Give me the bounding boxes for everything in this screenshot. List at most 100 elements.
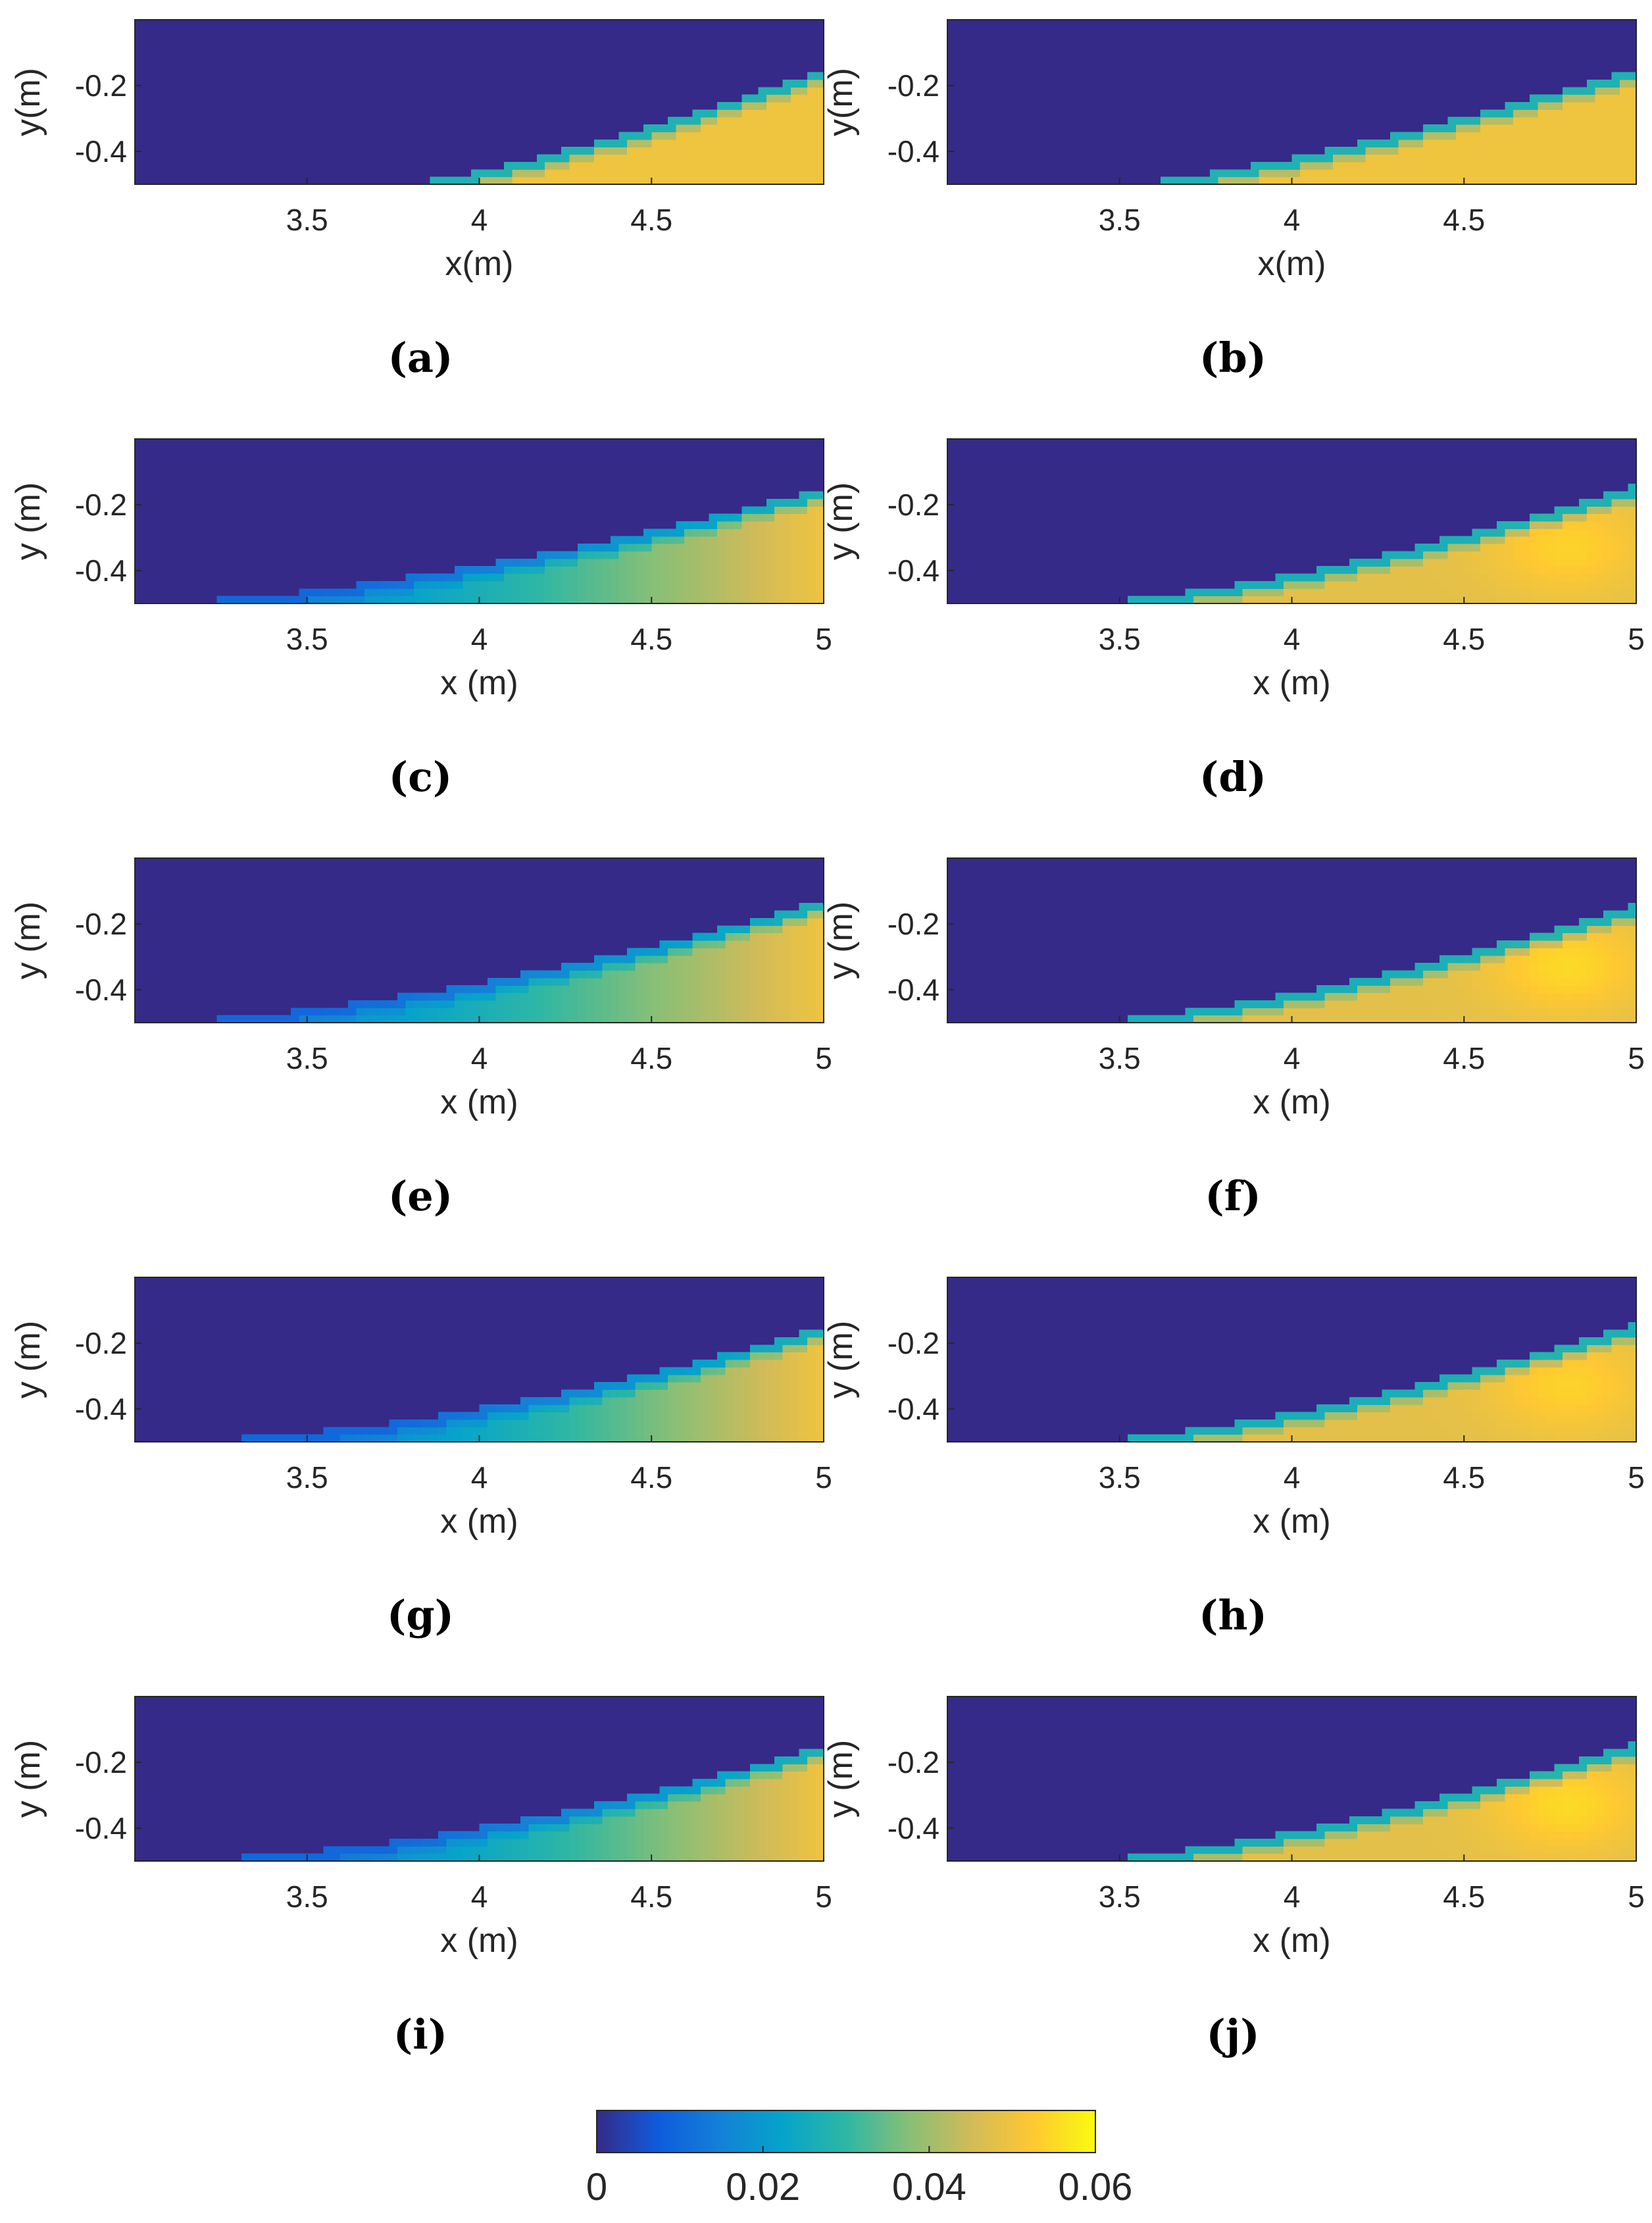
heatmap-cell (782, 977, 791, 986)
heatmap-cell (791, 910, 800, 919)
heatmap-cell (1545, 588, 1555, 597)
heatmap-cell (758, 1808, 767, 1817)
heatmap-cell (569, 1434, 578, 1443)
heatmap-cell (659, 1816, 668, 1824)
heatmap-cell (520, 1008, 529, 1016)
heatmap-cell (536, 1846, 545, 1854)
heatmap-cell (1472, 580, 1481, 589)
heatmap-cell (610, 176, 619, 185)
heatmap-cell (692, 116, 701, 125)
heatmap-cell (1611, 116, 1620, 125)
heatmap-cell (1587, 1344, 1596, 1353)
heatmap-cell (676, 955, 685, 963)
heatmap-cell (1390, 132, 1399, 140)
heatmap-cell (815, 1816, 824, 1824)
heatmap-cell (266, 1853, 275, 1862)
heatmap-cell (1595, 1793, 1604, 1802)
heatmap-cell (1562, 940, 1571, 948)
heatmap-cell (405, 1427, 414, 1435)
heatmap-cell (692, 1831, 701, 1839)
heatmap-cell (455, 1853, 464, 1862)
heatmap-cell (487, 1434, 497, 1443)
heatmap-cell (1570, 588, 1580, 597)
heatmap-cell (807, 1396, 816, 1405)
heatmap-cell (1538, 940, 1547, 948)
heatmap-cell (1439, 1389, 1448, 1398)
panel-j: 3.5 4 4.5 5-0.2-0.4x (m)y (m)(j) (822, 1696, 1645, 2058)
heatmap-cell (1365, 161, 1374, 170)
heatmap-cell (1562, 1434, 1571, 1443)
heatmap-cell (1587, 551, 1596, 559)
heatmap-cell (1587, 124, 1596, 133)
heatmap-cell (1603, 544, 1613, 552)
heatmap-cell (348, 1427, 357, 1435)
heatmap-cell (782, 1831, 791, 1839)
heatmap-cell (233, 596, 242, 604)
heatmap-cell (774, 977, 784, 986)
heatmap-cell (774, 1427, 784, 1435)
heatmap-cell (651, 154, 661, 163)
heatmap-cell (692, 933, 701, 941)
heatmap-cell (1488, 573, 1497, 582)
heatmap-cell (1513, 528, 1522, 537)
heatmap-cell (1431, 139, 1440, 147)
heatmap-cell (741, 588, 751, 597)
heatmap-cell (1603, 1389, 1613, 1398)
heatmap-cell (413, 580, 422, 589)
heatmap-cell (1357, 169, 1366, 178)
heatmap-cell (1455, 176, 1464, 185)
heatmap-cell (725, 1779, 734, 1787)
heatmap-cell (741, 513, 751, 522)
heatmap-cell (479, 1846, 488, 1854)
heatmap-cell (733, 1008, 742, 1016)
heatmap-cell (1628, 1793, 1637, 1802)
heatmap-cell (1390, 580, 1399, 589)
heatmap-cell (1505, 588, 1514, 597)
subfigure-label: (d) (1199, 753, 1266, 801)
heatmap-cell (1193, 1015, 1202, 1023)
heatmap-cell (307, 1853, 316, 1862)
heatmap-cell (471, 1008, 480, 1016)
heatmap-cell (749, 1779, 759, 1787)
heatmap-cell (545, 154, 554, 163)
heatmap-cell (594, 1008, 603, 1016)
heatmap-cell (733, 925, 742, 934)
heatmap-cell (1628, 176, 1637, 185)
heatmap-cell (1414, 566, 1424, 575)
heatmap-cell (799, 116, 808, 125)
heatmap-cell (1472, 1015, 1481, 1023)
heatmap-cell (545, 176, 554, 185)
heatmap-cell (1578, 1793, 1588, 1802)
heatmap-cell (799, 87, 808, 95)
heatmap-cell (1332, 588, 1341, 597)
heatmap-cell (1603, 977, 1613, 986)
heatmap-cell (758, 139, 767, 147)
heatmap-cell (1390, 551, 1399, 559)
heatmap-cell (1497, 1015, 1506, 1023)
heatmap-cell (749, 102, 759, 110)
heatmap-cell (741, 124, 751, 133)
heatmap-cell (1201, 1427, 1211, 1435)
heatmap-cell (1620, 1344, 1629, 1353)
heatmap-cell (1398, 558, 1407, 567)
heatmap-cell (1226, 1846, 1235, 1854)
heatmap-cell (716, 1771, 726, 1779)
heatmap-cell (1620, 1786, 1629, 1795)
heatmap-cell (774, 102, 784, 110)
heatmap-cell (1447, 124, 1457, 133)
heatmap-cell (1251, 1008, 1260, 1016)
heatmap-cell (1439, 544, 1448, 552)
heatmap-cell (782, 536, 791, 544)
heatmap-cell (1422, 1838, 1432, 1847)
heatmap-cell (1439, 1404, 1448, 1413)
heatmap-cell (815, 1427, 824, 1435)
heatmap-cell (1545, 1389, 1555, 1398)
heatmap-cell (422, 1853, 431, 1862)
heatmap-cell (758, 1374, 767, 1383)
heatmap-cell (446, 1838, 455, 1847)
heatmap-cell (348, 1853, 357, 1862)
heatmap-cell (1242, 1000, 1251, 1008)
heatmap-cell (1603, 925, 1613, 934)
heatmap-cell (1349, 1404, 1358, 1413)
heatmap-cell (684, 1846, 693, 1854)
